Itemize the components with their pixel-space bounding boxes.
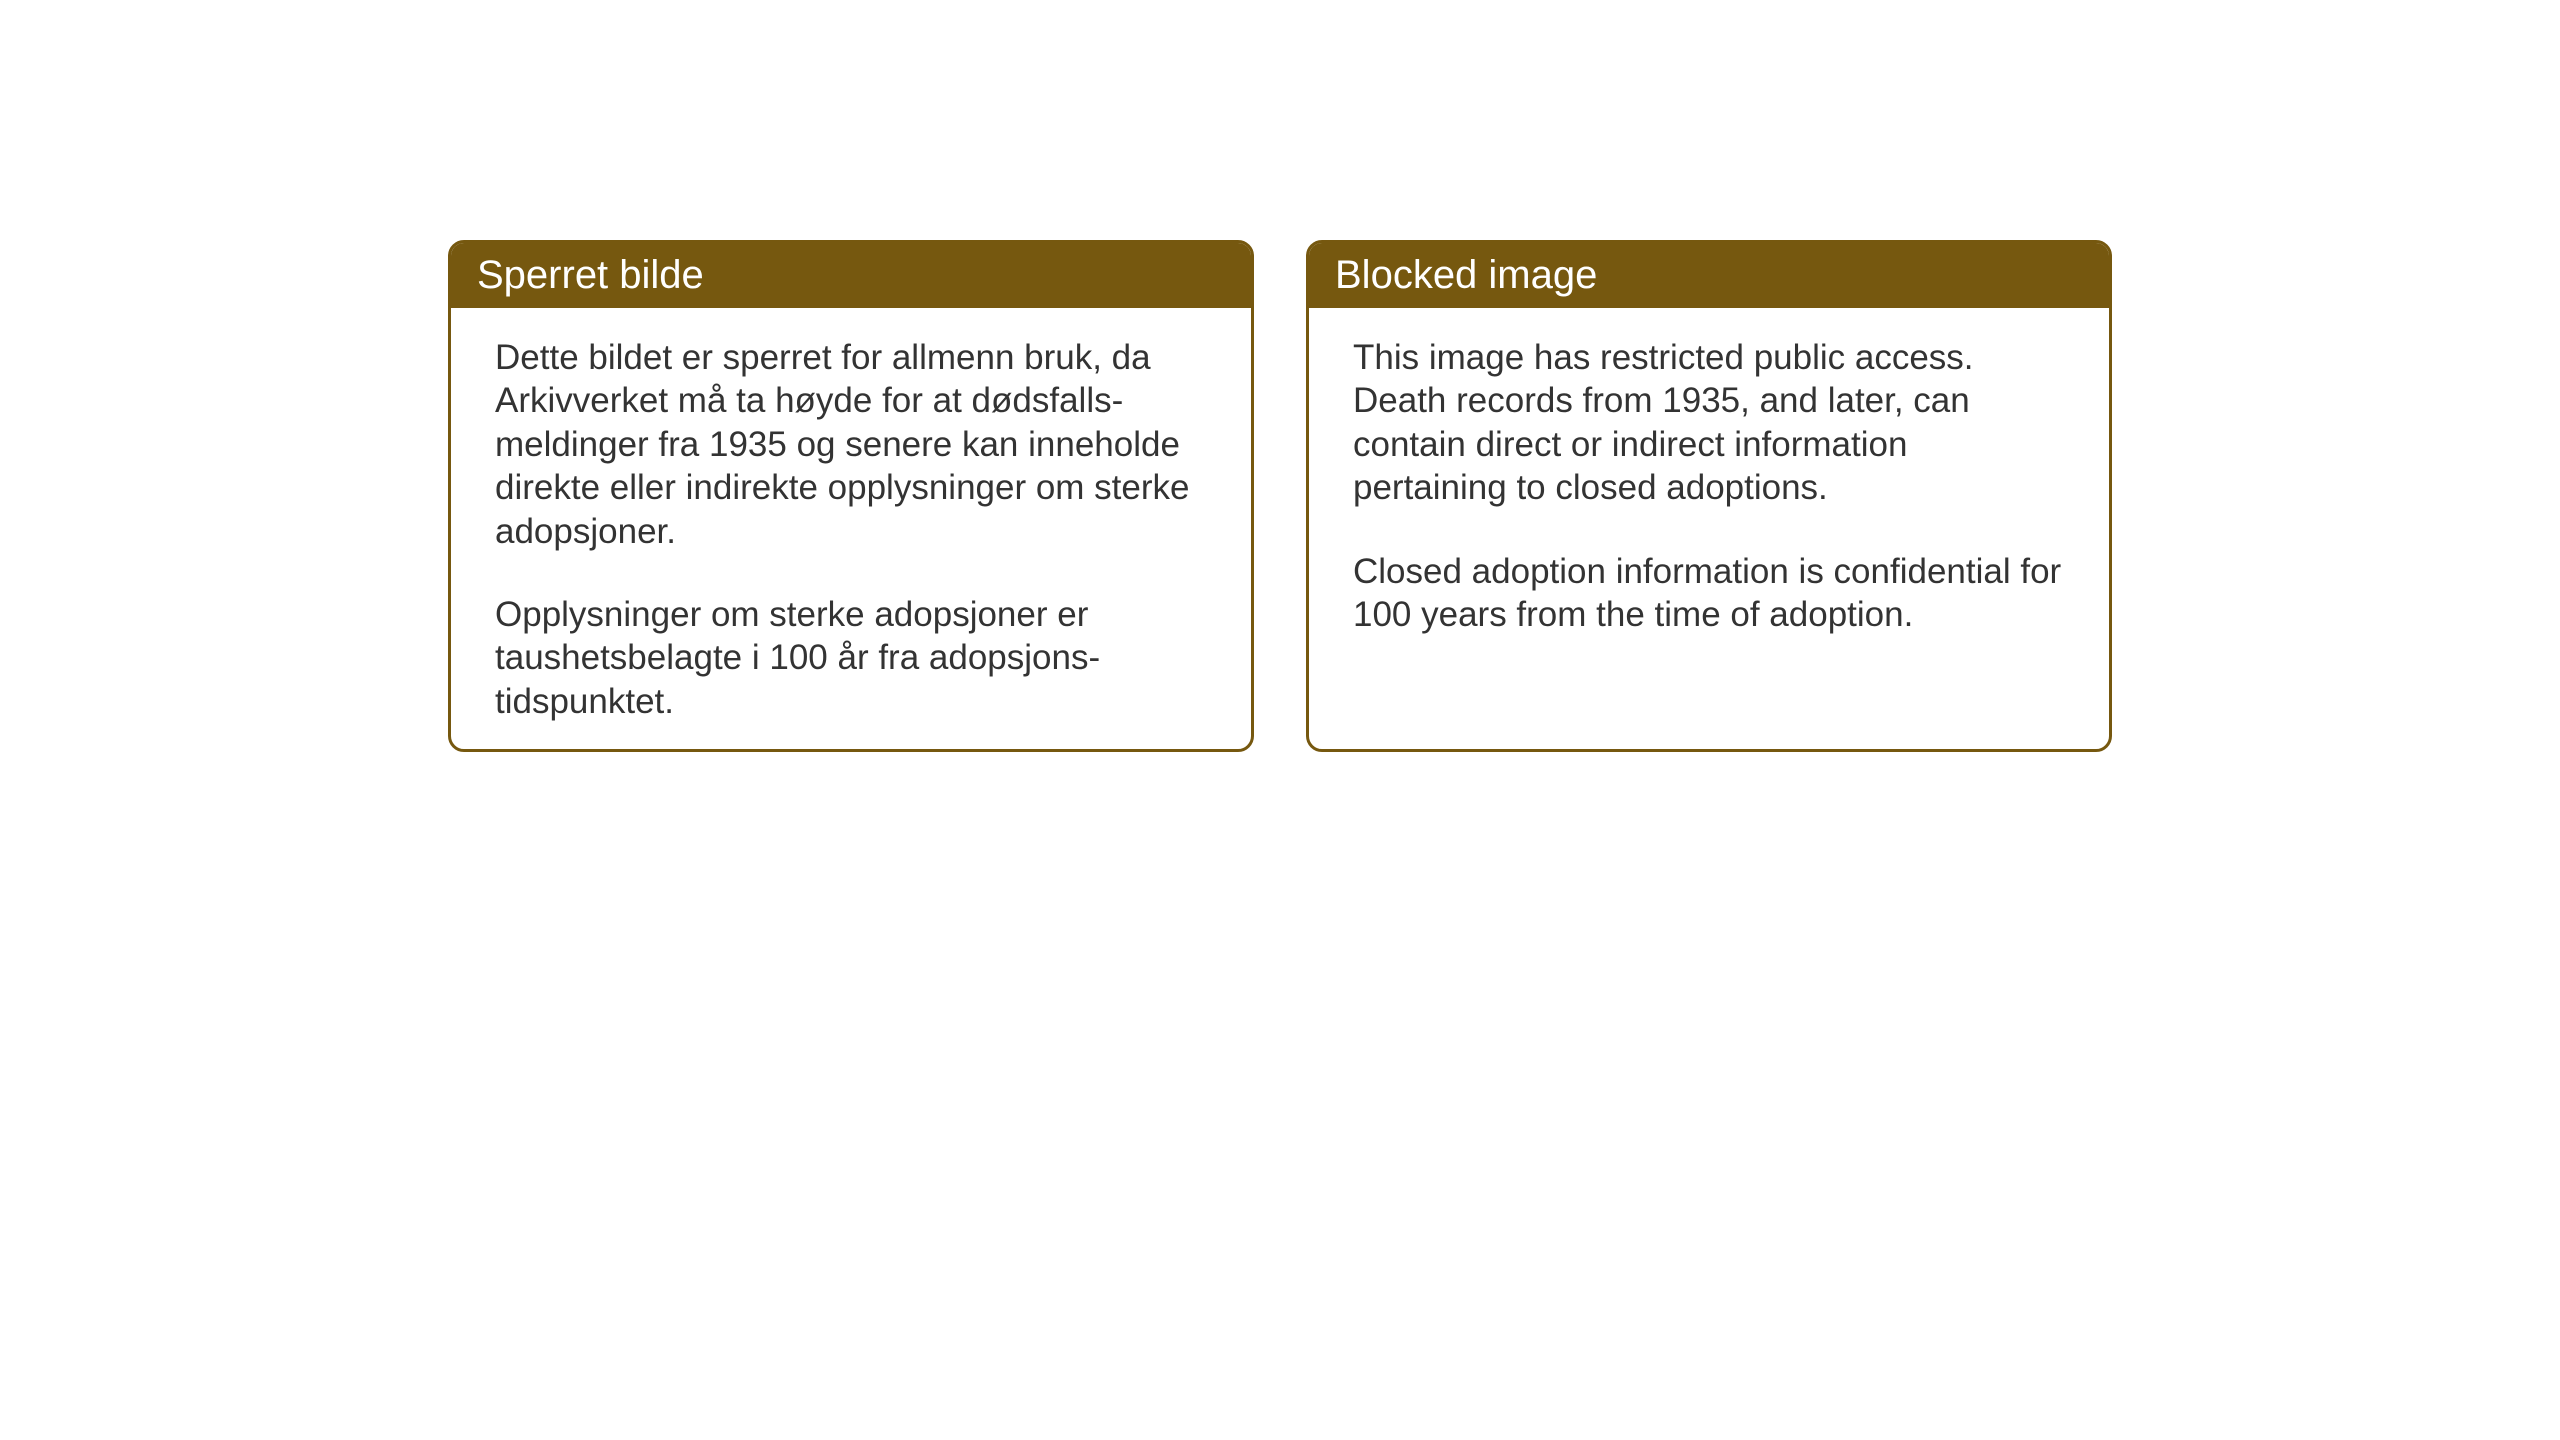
notice-card-norwegian: Sperret bilde Dette bildet er sperret fo… [448,240,1254,752]
card-title: Blocked image [1309,243,2109,308]
card-body: This image has restricted public access.… [1309,308,2109,664]
card-paragraph-1: Dette bildet er sperret for allmenn bruk… [495,336,1207,553]
notice-container: Sperret bilde Dette bildet er sperret fo… [448,240,2112,752]
card-body: Dette bildet er sperret for allmenn bruk… [451,308,1251,751]
card-paragraph-2: Opplysninger om sterke adopsjoner er tau… [495,593,1207,723]
card-paragraph-1: This image has restricted public access.… [1353,336,2065,510]
notice-card-english: Blocked image This image has restricted … [1306,240,2112,752]
card-title: Sperret bilde [451,243,1251,308]
card-paragraph-2: Closed adoption information is confident… [1353,550,2065,637]
